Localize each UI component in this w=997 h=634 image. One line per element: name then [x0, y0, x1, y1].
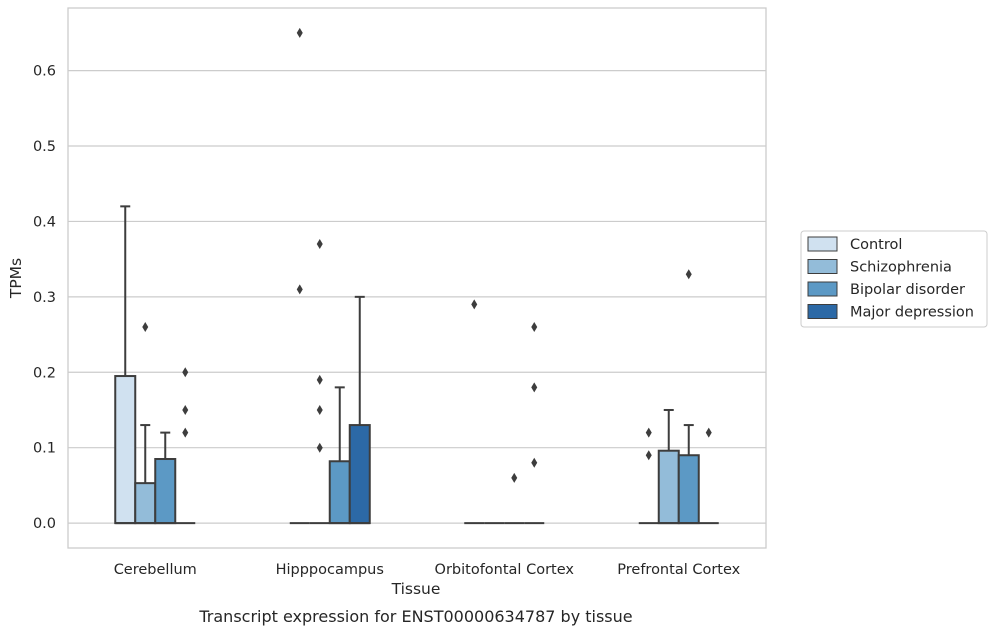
box-major-depression	[348, 295, 371, 525]
y-axis-label: TPMs	[7, 258, 25, 299]
outlier-point	[296, 27, 303, 38]
y-tick-label: 0.6	[33, 64, 56, 80]
box-control	[289, 27, 310, 525]
legend-swatch	[807, 236, 838, 252]
legend-label: Control	[850, 237, 902, 253]
chart-caption: Transcript expression for ENST0000063478…	[198, 607, 632, 626]
outlier-point	[685, 269, 692, 280]
box-body	[657, 449, 680, 525]
outlier-point	[705, 427, 712, 438]
box-major-depression	[175, 367, 196, 525]
outlier-point	[531, 322, 538, 333]
plot-frame	[67, 7, 767, 549]
legend-label: Bipolar disorder	[850, 282, 965, 298]
box-major-depression	[698, 427, 719, 525]
box-bipolar-disorder	[677, 269, 700, 525]
box-plot-marks	[114, 27, 719, 525]
box-bipolar-disorder	[328, 386, 351, 525]
legend: Control Schizophrenia Bipolar disorder Majo…	[800, 230, 988, 328]
legend-label: Schizophrenia	[850, 260, 952, 276]
outlier-point	[316, 374, 323, 385]
box-bipolar-disorder	[154, 431, 177, 525]
outlier-point	[182, 367, 189, 378]
outlier-point	[471, 299, 478, 310]
box-control	[638, 427, 659, 525]
legend-swatch	[807, 259, 838, 274]
x-tick-label: Hipppocampus	[276, 562, 384, 578]
y-axis-ticks: 0.0 0.1 0.2 0.3 0.4 0.5 0.6	[33, 64, 56, 533]
y-tick-label: 0.3	[33, 290, 56, 306]
box-body	[328, 460, 351, 525]
x-axis-ticks: Cerebellum Hipppocampus Orbitofontal Corte…	[114, 562, 741, 578]
box-body	[348, 424, 371, 525]
outlier-point	[531, 382, 538, 393]
box-major-depression	[524, 322, 545, 525]
y-tick-label: 0.4	[33, 214, 56, 230]
box-control	[114, 205, 137, 525]
outlier-point	[182, 427, 189, 438]
box-schizophrenia	[309, 239, 330, 525]
x-tick-label: Cerebellum	[114, 562, 197, 578]
outlier-point	[645, 427, 652, 438]
y-tick-label: 0.5	[33, 139, 56, 155]
legend-swatch	[807, 304, 838, 319]
legend-label: Major depression	[850, 305, 974, 321]
y-tick-label: 0.2	[33, 365, 56, 381]
box-body	[114, 375, 137, 525]
y-tick-label: 0.1	[33, 441, 56, 457]
box-bipolar-disorder	[504, 472, 525, 525]
box-control	[464, 299, 485, 525]
outlier-point	[316, 239, 323, 250]
outlier-point	[316, 404, 323, 415]
x-axis-label: Tissue	[391, 580, 441, 598]
legend-swatch	[807, 281, 838, 297]
outlier-point	[511, 472, 518, 483]
outlier-point	[645, 450, 652, 461]
outlier-point	[182, 404, 189, 415]
box-body	[677, 454, 700, 525]
outlier-point	[531, 457, 538, 468]
outlier-point	[296, 284, 303, 295]
x-tick-label: Prefrontal Cortex	[617, 562, 740, 578]
box-body	[134, 482, 157, 525]
y-tick-label: 0.0	[33, 516, 56, 532]
legend-frame	[800, 230, 988, 328]
outlier-point	[142, 322, 149, 333]
box-body	[154, 458, 177, 525]
x-tick-label: Orbitofontal Cortex	[435, 562, 575, 578]
outlier-point	[316, 442, 323, 453]
